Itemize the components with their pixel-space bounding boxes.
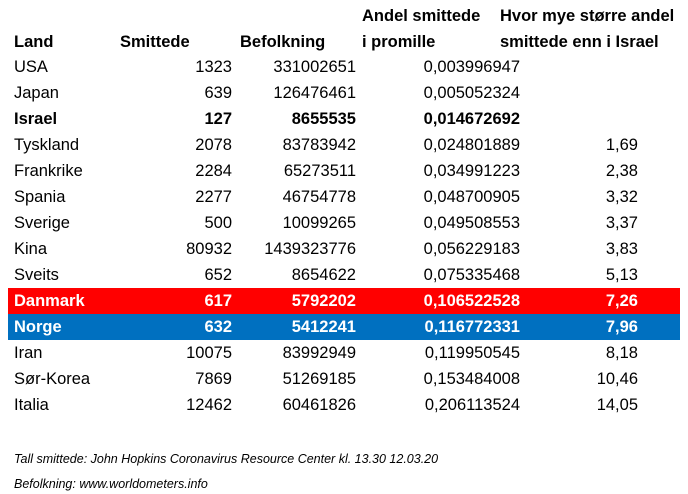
table-row: USA 1323 331002651 0,003996947 xyxy=(0,54,688,80)
table-row: Israel 127 8655535 0,014672692 xyxy=(0,106,688,132)
cell-smittede: 617 xyxy=(204,292,232,310)
cell-land: Japan xyxy=(14,84,59,102)
cell-smittede: 2078 xyxy=(195,136,232,154)
cell-befolkning: 10099265 xyxy=(282,214,356,232)
table-row: Kina 80932 1439323776 0,056229183 3,83 xyxy=(0,236,688,262)
cell-smittede: 10075 xyxy=(186,344,232,362)
footnote-source-smittede: Tall smittede: John Hopkins Coronavirus … xyxy=(14,452,439,466)
data-table: USA 1323 331002651 0,003996947 Japan 639 12647… xyxy=(0,54,688,418)
cell-land: Italia xyxy=(14,396,49,414)
cell-land: USA xyxy=(14,58,48,76)
cell-land: Spania xyxy=(14,188,66,206)
cell-andel: 0,075335468 xyxy=(423,266,520,284)
table-row: Danmark 617 5792202 0,106522528 7,26 xyxy=(8,288,680,314)
table-row: Tyskland 2078 83783942 0,024801889 1,69 xyxy=(0,132,688,158)
cell-land: Israel xyxy=(14,110,58,128)
cell-ratio: 14,05 xyxy=(596,396,638,414)
cell-befolkning: 46754778 xyxy=(282,188,356,206)
cell-befolkning: 8655535 xyxy=(291,110,356,128)
cell-befolkning: 8654622 xyxy=(291,266,356,284)
cell-andel: 0,049508553 xyxy=(423,214,520,232)
table-row: Sverige 500 10099265 0,049508553 3,37 xyxy=(0,210,688,236)
cell-andel: 0,119950545 xyxy=(424,344,520,362)
table-row: Frankrike 2284 65273511 0,034991223 2,38 xyxy=(0,158,688,184)
cell-smittede: 2284 xyxy=(195,162,232,180)
table-row: Spania 2277 46754778 0,048700905 3,32 xyxy=(0,184,688,210)
cell-ratio: 2,38 xyxy=(605,162,638,180)
cell-smittede: 652 xyxy=(204,266,232,284)
header-smittede: Smittede xyxy=(120,33,190,51)
cell-befolkning: 60461826 xyxy=(282,396,356,414)
cell-smittede: 7869 xyxy=(195,370,232,388)
cell-land: Danmark xyxy=(14,292,85,310)
cell-andel: 0,048700905 xyxy=(423,188,520,206)
cell-smittede: 639 xyxy=(204,84,232,102)
cell-ratio: 3,37 xyxy=(605,214,638,232)
cell-befolkning: 5792202 xyxy=(291,292,356,310)
cell-befolkning: 5412241 xyxy=(291,318,356,336)
cell-land: Norge xyxy=(14,318,62,336)
header-befolkning: Befolkning xyxy=(240,33,326,51)
header-andel-line2: i promille xyxy=(362,33,436,51)
header-land: Land xyxy=(14,33,54,51)
cell-ratio: 5,13 xyxy=(605,266,638,284)
cell-befolkning: 83992949 xyxy=(282,344,356,362)
table-row: Sveits 652 8654622 0,075335468 5,13 xyxy=(0,262,688,288)
header-andel-line1: Andel smittede xyxy=(362,7,481,25)
cell-andel: 0,014672692 xyxy=(423,110,520,128)
cell-andel: 0,206113524 xyxy=(424,396,520,414)
cell-smittede: 2277 xyxy=(195,188,232,206)
table-row: Norge 632 5412241 0,116772331 7,96 xyxy=(8,314,680,340)
cell-smittede: 1323 xyxy=(195,58,232,76)
cell-ratio: 7,26 xyxy=(605,292,638,310)
cell-andel: 0,056229183 xyxy=(423,240,520,258)
cell-andel: 0,003996947 xyxy=(423,58,520,76)
cell-smittede: 127 xyxy=(204,110,232,128)
table-row: Italia 12462 60461826 0,206113524 14,05 xyxy=(0,392,688,418)
cell-befolkning: 1439323776 xyxy=(264,240,356,258)
cell-andel: 0,106522528 xyxy=(423,292,520,310)
cell-land: Sveits xyxy=(14,266,59,284)
cell-ratio: 3,83 xyxy=(605,240,638,258)
table-row: Sør-Korea 7869 51269185 0,153484008 10,46 xyxy=(0,366,688,392)
cell-befolkning: 331002651 xyxy=(273,58,356,76)
cell-ratio: 8,18 xyxy=(605,344,638,362)
cell-befolkning: 83783942 xyxy=(282,136,356,154)
cell-andel: 0,034991223 xyxy=(423,162,520,180)
cell-land: Sør-Korea xyxy=(14,370,91,388)
cell-land: Sverige xyxy=(14,214,70,232)
cell-andel: 0,116772331 xyxy=(424,318,520,336)
cell-ratio: 7,96 xyxy=(605,318,638,336)
table-row: Japan 639 126476461 0,005052324 xyxy=(0,80,688,106)
cell-befolkning: 126476461 xyxy=(273,84,356,102)
cell-befolkning: 65273511 xyxy=(283,162,356,180)
cell-smittede: 500 xyxy=(204,214,232,232)
cell-ratio: 1,69 xyxy=(605,136,638,154)
header-ratio-line1: Hvor mye større andel xyxy=(500,7,675,25)
cell-land: Tyskland xyxy=(14,136,80,154)
cell-land: Frankrike xyxy=(14,162,83,180)
cell-land: Iran xyxy=(14,344,43,362)
cell-andel: 0,153484008 xyxy=(423,370,520,388)
cell-ratio: 3,32 xyxy=(605,188,638,206)
header-ratio-line2: smittede enn i Israel xyxy=(500,33,659,51)
cell-smittede: 80932 xyxy=(186,240,232,258)
cell-land: Kina xyxy=(14,240,48,258)
cell-ratio: 10,46 xyxy=(596,370,638,388)
cell-andel: 0,005052324 xyxy=(423,84,520,102)
cell-smittede: 632 xyxy=(204,318,232,336)
footnote-source-befolkning: Befolkning: www.worldometers.info xyxy=(14,477,208,491)
cell-befolkning: 51269185 xyxy=(282,370,356,388)
cell-andel: 0,024801889 xyxy=(423,136,520,154)
table-row: Iran 10075 83992949 0,119950545 8,18 xyxy=(0,340,688,366)
cell-smittede: 12462 xyxy=(186,396,232,414)
